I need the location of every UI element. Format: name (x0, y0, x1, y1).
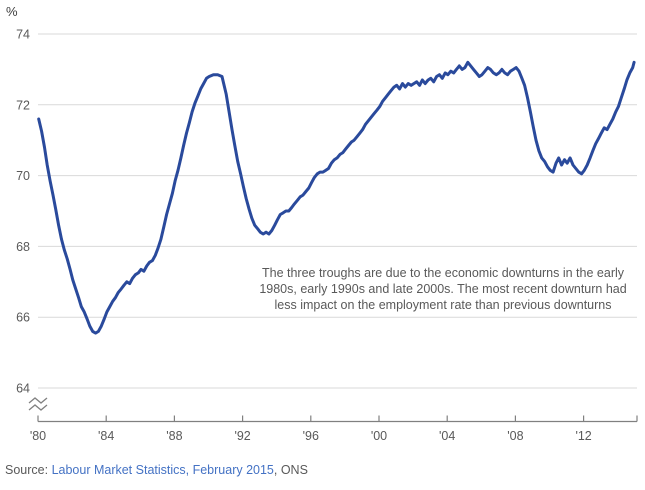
x-tick-label: '12 (575, 429, 591, 443)
x-tick-label: '80 (30, 429, 46, 443)
y-tick-label: 68 (16, 240, 30, 254)
chart-annotation: The three troughs are due to the economi… (233, 265, 645, 313)
x-tick-label: '92 (234, 429, 250, 443)
annotation-line-3: less impact on the employment rate than … (274, 298, 612, 312)
annotation-line-2: 1980s, early 1990s and late 2000s. The m… (259, 282, 627, 296)
annotation-line-1: The three troughs are due to the economi… (261, 266, 625, 280)
x-tick-label: '08 (507, 429, 523, 443)
y-tick-label: 74 (16, 28, 30, 42)
x-tick-label: '96 (303, 429, 319, 443)
x-tick-label: '04 (439, 429, 455, 443)
x-tick-label: '88 (166, 429, 182, 443)
source-line: Source: Labour Market Statistics, Februa… (5, 463, 308, 477)
source-suffix: , ONS (273, 463, 308, 477)
axis-break-icon (28, 404, 48, 411)
source-link[interactable]: Labour Market Statistics, February 2015 (51, 463, 274, 477)
x-tick-label: '00 (371, 429, 387, 443)
employment-rate-line (37, 60, 636, 335)
y-axis-unit-label: % (6, 4, 18, 19)
y-tick-label: 72 (16, 98, 30, 112)
axis-break-icon (28, 397, 48, 404)
source-prefix: Source: (5, 463, 52, 477)
y-tick-label: 66 (16, 311, 30, 325)
y-tick-label: 64 (16, 382, 30, 396)
y-tick-label: 70 (16, 169, 30, 183)
x-tick-label: '84 (98, 429, 114, 443)
